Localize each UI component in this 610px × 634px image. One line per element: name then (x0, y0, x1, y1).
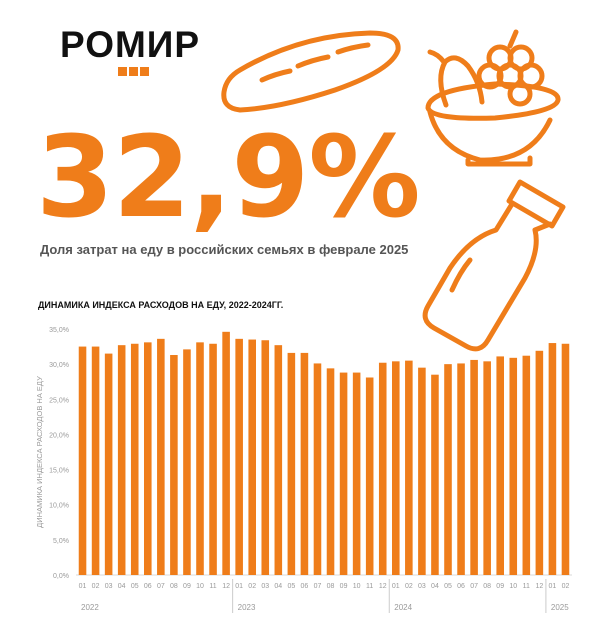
year-label: 2024 (394, 603, 412, 612)
y-tick-label: 0,0% (53, 573, 69, 580)
bar (365, 377, 374, 575)
y-tick-label: 10,0% (49, 503, 69, 510)
x-tick-label: 06 (144, 583, 152, 590)
x-tick-label: 01 (549, 583, 557, 590)
chart-title: ДИНАМИКА ИНДЕКСА РАСХОДОВ НА ЕДУ, 2022-2… (38, 300, 284, 310)
x-tick-label: 09 (340, 583, 348, 590)
y-tick-label: 30,0% (49, 362, 69, 369)
bar (261, 340, 270, 575)
x-tick-label: 08 (170, 583, 178, 590)
bar (326, 368, 335, 575)
year-label: 2022 (81, 603, 99, 612)
x-tick-label: 08 (327, 583, 335, 590)
bar (483, 361, 491, 575)
bar (470, 359, 478, 575)
bar (235, 338, 243, 575)
bar (170, 355, 178, 575)
bar (222, 331, 230, 575)
bar (196, 342, 204, 575)
x-tick-label: 10 (196, 583, 204, 590)
y-tick-label: 5,0% (53, 538, 69, 545)
x-tick-label: 07 (157, 583, 165, 590)
x-tick-label: 02 (92, 583, 100, 590)
bar (313, 363, 322, 575)
headline-value: 32,9% (36, 113, 421, 243)
bar (274, 345, 283, 575)
x-tick-label: 10 (353, 583, 361, 590)
y-tick-label: 25,0% (49, 397, 69, 404)
bar (91, 346, 100, 575)
x-tick-label: 02 (405, 583, 413, 590)
x-tick-label: 01 (235, 583, 243, 590)
bar (548, 343, 557, 575)
bar (496, 356, 504, 575)
x-tick-label: 03 (105, 583, 113, 590)
y-tick-label: 15,0% (49, 468, 69, 475)
bar (104, 353, 113, 575)
milk-bottle-icon (422, 179, 566, 352)
brand-logo-dots (118, 63, 151, 81)
bar (431, 374, 439, 575)
x-tick-label: 03 (418, 583, 426, 590)
x-tick-label: 02 (248, 583, 256, 590)
bar (157, 338, 165, 575)
x-tick-label: 05 (444, 583, 452, 590)
year-label: 2025 (551, 603, 569, 612)
bar (522, 355, 531, 575)
bar (144, 342, 152, 575)
y-axis-label: ДИНАМИКА ИНДЕКСА РАСХОДОВ НА ЕДУ (35, 376, 44, 528)
bar (535, 350, 544, 575)
y-tick-label: 35,0% (49, 327, 69, 334)
x-tick-label: 04 (118, 583, 126, 590)
headline-subtitle: Доля затрат на еду в российских семьях в… (40, 242, 409, 257)
x-tick-label: 01 (79, 583, 87, 590)
bar (457, 363, 465, 575)
bar (339, 372, 348, 575)
x-tick-label: 11 (366, 583, 373, 590)
x-tick-label: 02 (562, 583, 570, 590)
bar (378, 362, 387, 575)
bar (444, 364, 452, 575)
bar (352, 372, 361, 575)
bar (130, 343, 139, 575)
x-tick-label: 12 (535, 583, 543, 590)
bar (418, 367, 426, 575)
bar (248, 339, 256, 575)
x-tick-label: 09 (183, 583, 191, 590)
bar (509, 357, 518, 575)
y-tick-label: 20,0% (49, 432, 69, 439)
bread-icon (221, 30, 401, 113)
x-tick-label: 06 (457, 583, 465, 590)
x-tick-label: 05 (131, 583, 139, 590)
x-tick-label: 04 (274, 583, 282, 590)
bar (78, 346, 87, 575)
x-tick-label: 10 (509, 583, 517, 590)
bar (209, 343, 217, 575)
bar (117, 345, 126, 575)
year-label: 2023 (238, 603, 256, 612)
x-tick-label: 11 (209, 583, 216, 590)
x-tick-label: 07 (314, 583, 322, 590)
bar (405, 360, 413, 575)
x-tick-label: 11 (523, 583, 530, 590)
x-tick-label: 12 (222, 583, 230, 590)
x-tick-label: 03 (261, 583, 269, 590)
fruit-bowl-icon (425, 29, 561, 167)
bar (561, 343, 570, 575)
x-tick-label: 08 (483, 583, 491, 590)
bar (300, 352, 309, 575)
x-tick-label: 12 (379, 583, 387, 590)
x-tick-label: 01 (392, 583, 400, 590)
bar (183, 349, 191, 575)
x-tick-label: 06 (301, 583, 309, 590)
x-tick-label: 07 (470, 583, 478, 590)
x-tick-label: 09 (496, 583, 504, 590)
brand-logo: РОМИР (60, 24, 201, 65)
x-tick-label: 04 (431, 583, 439, 590)
bar (287, 352, 296, 575)
bar (392, 361, 400, 575)
x-tick-label: 05 (287, 583, 295, 590)
